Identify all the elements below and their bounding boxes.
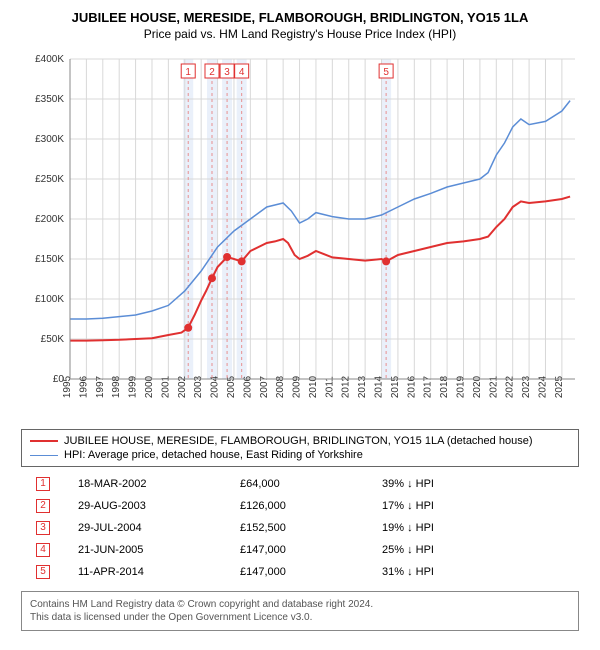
table-row: 4 21-JUN-2005£147,00025% ↓ HPI (30, 539, 570, 561)
svg-text:3: 3 (224, 67, 230, 78)
table-row: 5 11-APR-2014£147,00031% ↓ HPI (30, 561, 570, 583)
legend-swatch (30, 440, 58, 442)
transaction-price: £147,000 (234, 561, 376, 583)
svg-text:£100K: £100K (35, 294, 64, 305)
transaction-marker: 1 (36, 477, 50, 491)
legend-label: JUBILEE HOUSE, MERESIDE, FLAMBOROUGH, BR… (64, 435, 532, 447)
svg-text:£200K: £200K (35, 214, 64, 225)
legend-row: JUBILEE HOUSE, MERESIDE, FLAMBOROUGH, BR… (30, 434, 570, 448)
transaction-delta: 39% ↓ HPI (376, 473, 570, 495)
transaction-date: 11-APR-2014 (72, 561, 234, 583)
transaction-date: 29-AUG-2003 (72, 495, 234, 517)
legend: JUBILEE HOUSE, MERESIDE, FLAMBOROUGH, BR… (21, 429, 579, 467)
transaction-marker: 5 (36, 565, 50, 579)
transaction-marker: 4 (36, 543, 50, 557)
legend-swatch (30, 455, 58, 456)
transaction-delta: 25% ↓ HPI (376, 539, 570, 561)
transaction-marker: 2 (36, 499, 50, 513)
svg-text:1: 1 (185, 67, 191, 78)
transaction-date: 29-JUL-2004 (72, 517, 234, 539)
transaction-date: 18-MAR-2002 (72, 473, 234, 495)
svg-text:£300K: £300K (35, 134, 64, 145)
transaction-delta: 17% ↓ HPI (376, 495, 570, 517)
transaction-delta: 19% ↓ HPI (376, 517, 570, 539)
svg-text:£150K: £150K (35, 254, 64, 265)
chart-area: £0£50K£100K£150K£200K£250K£300K£350K£400… (20, 49, 580, 419)
footnote-line1: Contains HM Land Registry data © Crown c… (30, 598, 570, 611)
table-row: 2 29-AUG-2003£126,00017% ↓ HPI (30, 495, 570, 517)
svg-text:£250K: £250K (35, 174, 64, 185)
svg-text:£50K: £50K (41, 334, 65, 345)
transaction-delta: 31% ↓ HPI (376, 561, 570, 583)
transaction-marker: 3 (36, 521, 50, 535)
transaction-price: £64,000 (234, 473, 376, 495)
transaction-date: 21-JUN-2005 (72, 539, 234, 561)
table-row: 1 18-MAR-2002£64,00039% ↓ HPI (30, 473, 570, 495)
svg-text:£400K: £400K (35, 54, 64, 65)
transaction-price: £152,500 (234, 517, 376, 539)
legend-label: HPI: Average price, detached house, East… (64, 449, 363, 461)
transactions-table: 1 18-MAR-2002£64,00039% ↓ HPI 2 29-AUG-2003… (30, 473, 570, 583)
svg-text:2: 2 (209, 67, 215, 78)
table-row: 3 29-JUL-2004£152,50019% ↓ HPI (30, 517, 570, 539)
chart-title: JUBILEE HOUSE, MERESIDE, FLAMBOROUGH, BR… (10, 10, 590, 25)
legend-row: HPI: Average price, detached house, East… (30, 448, 570, 462)
chart-subtitle: Price paid vs. HM Land Registry's House … (10, 27, 590, 41)
footnote-line2: This data is licensed under the Open Gov… (30, 611, 570, 624)
transaction-price: £126,000 (234, 495, 376, 517)
svg-text:£350K: £350K (35, 94, 64, 105)
svg-text:4: 4 (239, 67, 245, 78)
chart-svg: £0£50K£100K£150K£200K£250K£300K£350K£400… (20, 49, 580, 419)
svg-text:5: 5 (383, 67, 389, 78)
transaction-price: £147,000 (234, 539, 376, 561)
footnote: Contains HM Land Registry data © Crown c… (21, 591, 579, 631)
